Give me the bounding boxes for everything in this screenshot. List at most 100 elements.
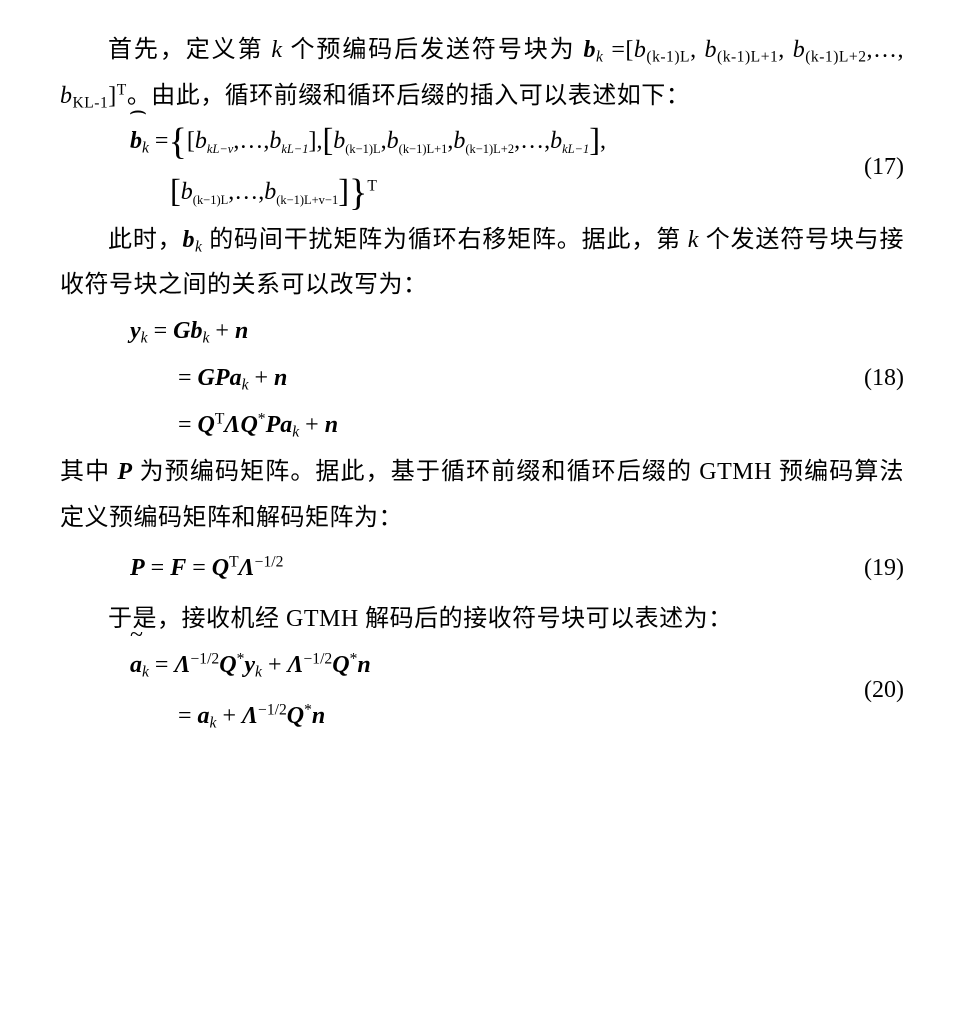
sym-P: P xyxy=(117,459,132,485)
plus: + xyxy=(216,703,242,729)
sym-Q: Q xyxy=(332,652,349,678)
sym-a: a xyxy=(280,412,292,438)
text: 于是，接收机经 GTMH 解码后的接收符号块可以表述为： xyxy=(108,606,733,632)
sym-a: a xyxy=(198,703,210,729)
sub: (k-1)L+1 xyxy=(717,49,778,66)
sub-k: k xyxy=(255,663,262,680)
sup-T: T xyxy=(229,553,239,570)
paragraph-3: 其中 P 为预编码矩阵。据此，基于循环前缀和循环后缀的 GTMH 预编码算法定义… xyxy=(60,450,904,541)
text: 其中 xyxy=(60,459,117,485)
sym-b: b xyxy=(584,37,597,63)
sym-a: a xyxy=(230,365,242,391)
sym-b: b xyxy=(634,37,647,63)
sym-Lambda: Λ xyxy=(239,555,255,581)
text: 为预编码矩阵。据此，基于循环前缀和循环后缀的 GTMH 预编码算法定义预编码矩阵… xyxy=(60,459,904,531)
text: 此时， xyxy=(108,227,182,253)
sub: kL−1 xyxy=(281,142,308,156)
sub: (k-1)L xyxy=(646,49,690,66)
sym-b: b xyxy=(705,37,718,63)
eq-sign: = xyxy=(186,555,212,581)
sub: (k−1)L+v−1 xyxy=(276,193,338,207)
sub-k: k xyxy=(142,140,149,157)
sym-Lambda: Λ xyxy=(174,652,190,678)
eq-body: ak = Λ−1/2Q*yk + Λ−1/2Q*n = ak + Λ−1/2Q*… xyxy=(60,647,834,735)
sub: kL−v xyxy=(207,142,233,156)
sup-star: * xyxy=(258,411,266,428)
sym-Q: Q xyxy=(198,412,215,438)
sym-n: n xyxy=(274,365,287,391)
sym-n: n xyxy=(312,703,325,729)
text: 个预编码后发送符号块为 xyxy=(283,37,584,63)
sym-Q: Q xyxy=(287,703,304,729)
sym-G: G xyxy=(173,318,190,344)
sup-T: T xyxy=(367,178,377,195)
sub: (k-1)L+2 xyxy=(805,49,866,66)
eq-number: (17) xyxy=(834,145,904,191)
text: , xyxy=(778,37,792,63)
sym-b: b xyxy=(181,179,193,205)
dots: ,…, xyxy=(228,179,264,205)
sym-b: b xyxy=(195,128,207,154)
var-k: k xyxy=(271,37,282,63)
sup-T: T xyxy=(117,81,127,98)
sup-exp: −1/2 xyxy=(304,650,333,667)
sym-F: F xyxy=(170,555,186,581)
sym-b: b xyxy=(793,37,806,63)
paragraph-1: 首先，定义第 k 个预编码后发送符号块为 bk =[b(k-1)L, b(k-1… xyxy=(60,28,904,119)
sub: (k−1)L+2 xyxy=(465,142,514,156)
sym-b: b xyxy=(453,128,465,154)
sym-b: b xyxy=(190,318,202,344)
sym-G: G xyxy=(198,365,215,391)
sub-k: k xyxy=(141,329,148,346)
paragraph-2: 此时，bk 的码间干扰矩阵为循环右移矩阵。据此，第 k 个发送符号块与接收符号块… xyxy=(60,218,904,309)
plus: + xyxy=(299,412,325,438)
eq-body: bk ={[bkL−v,…,bkL−1],[b(k−1)L,b(k−1)L+1,… xyxy=(60,123,834,211)
sym-P: P xyxy=(215,365,230,391)
text: , xyxy=(690,37,704,63)
sym-b: b xyxy=(269,128,281,154)
text: ] xyxy=(108,83,117,109)
equation-20: ak = Λ−1/2Q*yk + Λ−1/2Q*n = ak + Λ−1/2Q*… xyxy=(60,647,904,735)
text: 首先，定义第 xyxy=(108,37,271,63)
sym-n: n xyxy=(235,318,248,344)
sup-exp: −1/2 xyxy=(258,701,287,718)
equation-18: yk = Gbk + n = GPak + n = QTΛQ*Pak + n (… xyxy=(60,313,904,445)
equation-17: bk ={[bkL−v,…,bkL−1],[b(k−1)L,b(k−1)L+1,… xyxy=(60,123,904,211)
sym-b: b xyxy=(550,128,562,154)
sym-b: b xyxy=(60,83,73,109)
sym-Lambda: Λ xyxy=(224,412,240,438)
eq-sign: = xyxy=(149,652,175,678)
dots: ,…, xyxy=(233,128,269,154)
eq-sign: = xyxy=(148,318,174,344)
text: =[ xyxy=(603,37,633,63)
sym-b: b xyxy=(333,128,345,154)
eq-number: (19) xyxy=(834,546,904,592)
sym-b: b xyxy=(387,128,399,154)
eq-number: (18) xyxy=(834,356,904,402)
sym-atilde: a xyxy=(130,652,142,678)
eq-body: yk = Gbk + n = GPak + n = QTΛQ*Pak + n xyxy=(60,313,834,445)
sym-P: P xyxy=(130,555,145,581)
sym-y: y xyxy=(130,318,141,344)
sym-n: n xyxy=(325,412,338,438)
text: ,…, xyxy=(867,37,905,63)
sub-k: k xyxy=(142,663,149,680)
sub: kL−1 xyxy=(562,142,589,156)
sym-n: n xyxy=(357,652,370,678)
sym-P: P xyxy=(266,412,281,438)
sym-b: b xyxy=(264,179,276,205)
sup-exp: −1/2 xyxy=(190,650,219,667)
eq-body: P = F = QTΛ−1/2 xyxy=(60,550,834,587)
plus: + xyxy=(262,652,288,678)
sym-Q: Q xyxy=(219,652,236,678)
sup-T: T xyxy=(215,411,225,428)
equation-19: P = F = QTΛ−1/2 (19) xyxy=(60,546,904,592)
var-k: k xyxy=(688,227,699,253)
sub: (k−1)L xyxy=(345,142,380,156)
sym-bhat: b xyxy=(130,128,142,154)
sub: KL-1 xyxy=(73,94,109,111)
eq-number: (20) xyxy=(834,668,904,714)
sup-exp: −1/2 xyxy=(255,553,284,570)
sym-Q: Q xyxy=(240,412,257,438)
sup-star: * xyxy=(304,701,312,718)
